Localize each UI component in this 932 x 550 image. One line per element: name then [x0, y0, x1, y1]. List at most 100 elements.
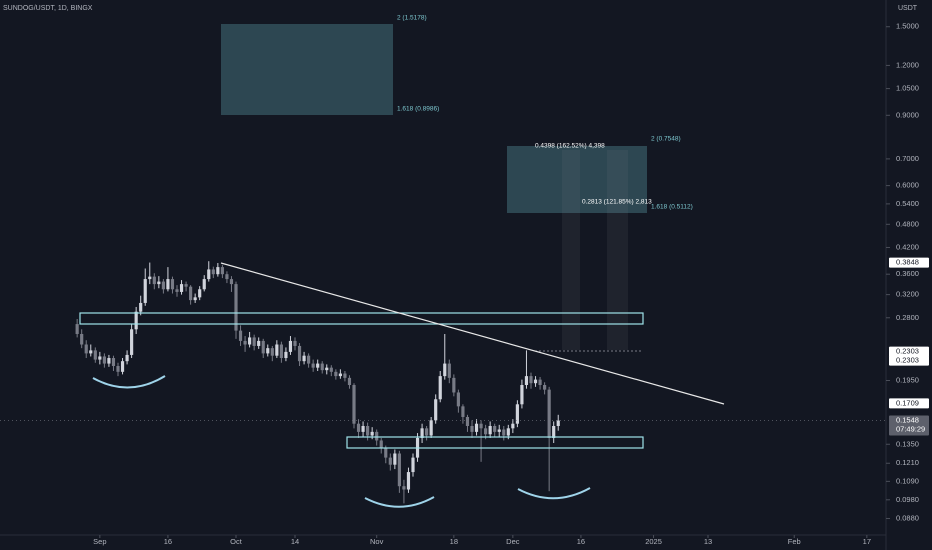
candle-body — [130, 329, 134, 355]
x-tick-label: 13 — [704, 537, 712, 546]
candle-body — [184, 284, 188, 287]
annotation: 0.4398 (162.52%) 4,398 — [535, 143, 605, 150]
candle-body — [488, 425, 492, 435]
candle-body — [393, 453, 397, 465]
candle-body — [316, 363, 320, 368]
candle-body — [243, 340, 247, 345]
candle-body — [89, 350, 93, 354]
candle-body — [275, 344, 279, 356]
y-tick-label: 1.2000 — [896, 60, 919, 69]
candle-body — [329, 367, 333, 372]
candle-body — [529, 376, 533, 384]
y-tick-label: 0.1350 — [896, 439, 919, 448]
candle-body — [266, 348, 270, 354]
candle-body — [538, 379, 542, 386]
price-tag — [889, 398, 929, 409]
candle-body — [220, 267, 224, 275]
y-tick-label: 0.6000 — [896, 181, 919, 190]
y-tick-label: 0.2800 — [896, 313, 919, 322]
candle-body — [384, 448, 388, 458]
candle-body — [284, 351, 288, 359]
price-tag-label: 0.3848 — [896, 258, 919, 267]
price-tag — [889, 415, 929, 436]
candle-body — [438, 376, 442, 400]
candle-body — [352, 385, 356, 424]
candle-body — [361, 425, 365, 432]
candle-body — [338, 373, 342, 377]
candle-body — [502, 429, 506, 436]
x-tick-label: Oct — [230, 537, 243, 546]
candle-body — [429, 420, 433, 436]
candle-body — [484, 428, 488, 435]
candle-body — [434, 399, 438, 421]
y-tick-label: 0.5400 — [896, 199, 919, 208]
candle-body — [375, 431, 379, 441]
support-zone — [346, 436, 644, 449]
candle-body — [157, 281, 161, 285]
candle-body — [297, 345, 302, 362]
annotation: 1.618 (0.5112) — [651, 204, 693, 211]
y-tick-label: 0.0880 — [896, 513, 919, 522]
candle-body — [447, 363, 451, 378]
candle-body — [152, 276, 156, 285]
candle-body — [198, 289, 202, 298]
candle-body — [166, 279, 170, 290]
candle-body — [139, 302, 143, 312]
candle-body — [533, 379, 538, 384]
x-tick-label: Feb — [788, 537, 801, 546]
candle-body — [202, 279, 206, 290]
candle-body — [356, 423, 361, 432]
candle-body — [279, 344, 283, 359]
resistance-zone — [79, 312, 644, 325]
candle-body — [225, 274, 229, 280]
annotation: 0.2813 (121.85%) 2,813 — [582, 199, 652, 206]
candle-body — [470, 425, 474, 432]
candle-body — [143, 279, 147, 303]
x-tick-label: Dec — [506, 537, 520, 546]
candle-body — [161, 281, 165, 290]
candle-body — [493, 425, 497, 432]
shoulder-curve — [517, 487, 591, 500]
y-tick-label: 0.1090 — [896, 476, 919, 485]
candle-body — [520, 385, 524, 405]
candle-body — [229, 279, 234, 285]
x-tick-label: 17 — [863, 537, 871, 546]
candle-body — [334, 371, 338, 377]
x-tick-label: 16 — [164, 537, 172, 546]
candle-body — [452, 377, 456, 393]
candle-body — [556, 420, 560, 426]
candle-body — [288, 340, 293, 352]
y-tick-label: 0.3200 — [896, 290, 919, 299]
price-tag-label: 0.2303 — [896, 347, 919, 356]
y-tick-label: 0.4200 — [896, 242, 919, 251]
candle-body — [461, 406, 465, 417]
candle-body — [515, 404, 519, 424]
y-axis-label: USDT — [898, 5, 918, 12]
candle-body — [134, 311, 138, 330]
candle-body — [420, 428, 424, 438]
candle-body — [257, 340, 261, 346]
candle-body — [211, 269, 215, 275]
candle-body — [547, 389, 551, 438]
annotation: 2 (0.7548) — [651, 136, 681, 143]
candle-body — [474, 423, 479, 432]
x-tick-label: 14 — [291, 537, 299, 546]
candle-body — [465, 416, 470, 426]
price-tag-label: 0.1709 — [896, 398, 919, 407]
candle-body — [75, 324, 79, 334]
candle-body — [343, 373, 347, 378]
y-tick-label: 0.4800 — [896, 219, 919, 228]
candle-body — [307, 355, 311, 364]
candle-body — [175, 289, 179, 292]
candle-body — [443, 363, 447, 377]
x-tick-label: Nov — [370, 537, 384, 546]
candles — [75, 261, 560, 504]
x-tick-label: 18 — [450, 537, 458, 546]
x-tick-label: 2025 — [645, 537, 662, 546]
candle-body — [207, 269, 211, 280]
candle-body — [107, 358, 111, 364]
annotation: 2 (1.5178) — [397, 15, 427, 22]
candle-body — [302, 355, 306, 362]
chart-title: SUNDOG/USDT, 1D, BINGX — [3, 5, 93, 12]
candle-body — [216, 267, 220, 275]
